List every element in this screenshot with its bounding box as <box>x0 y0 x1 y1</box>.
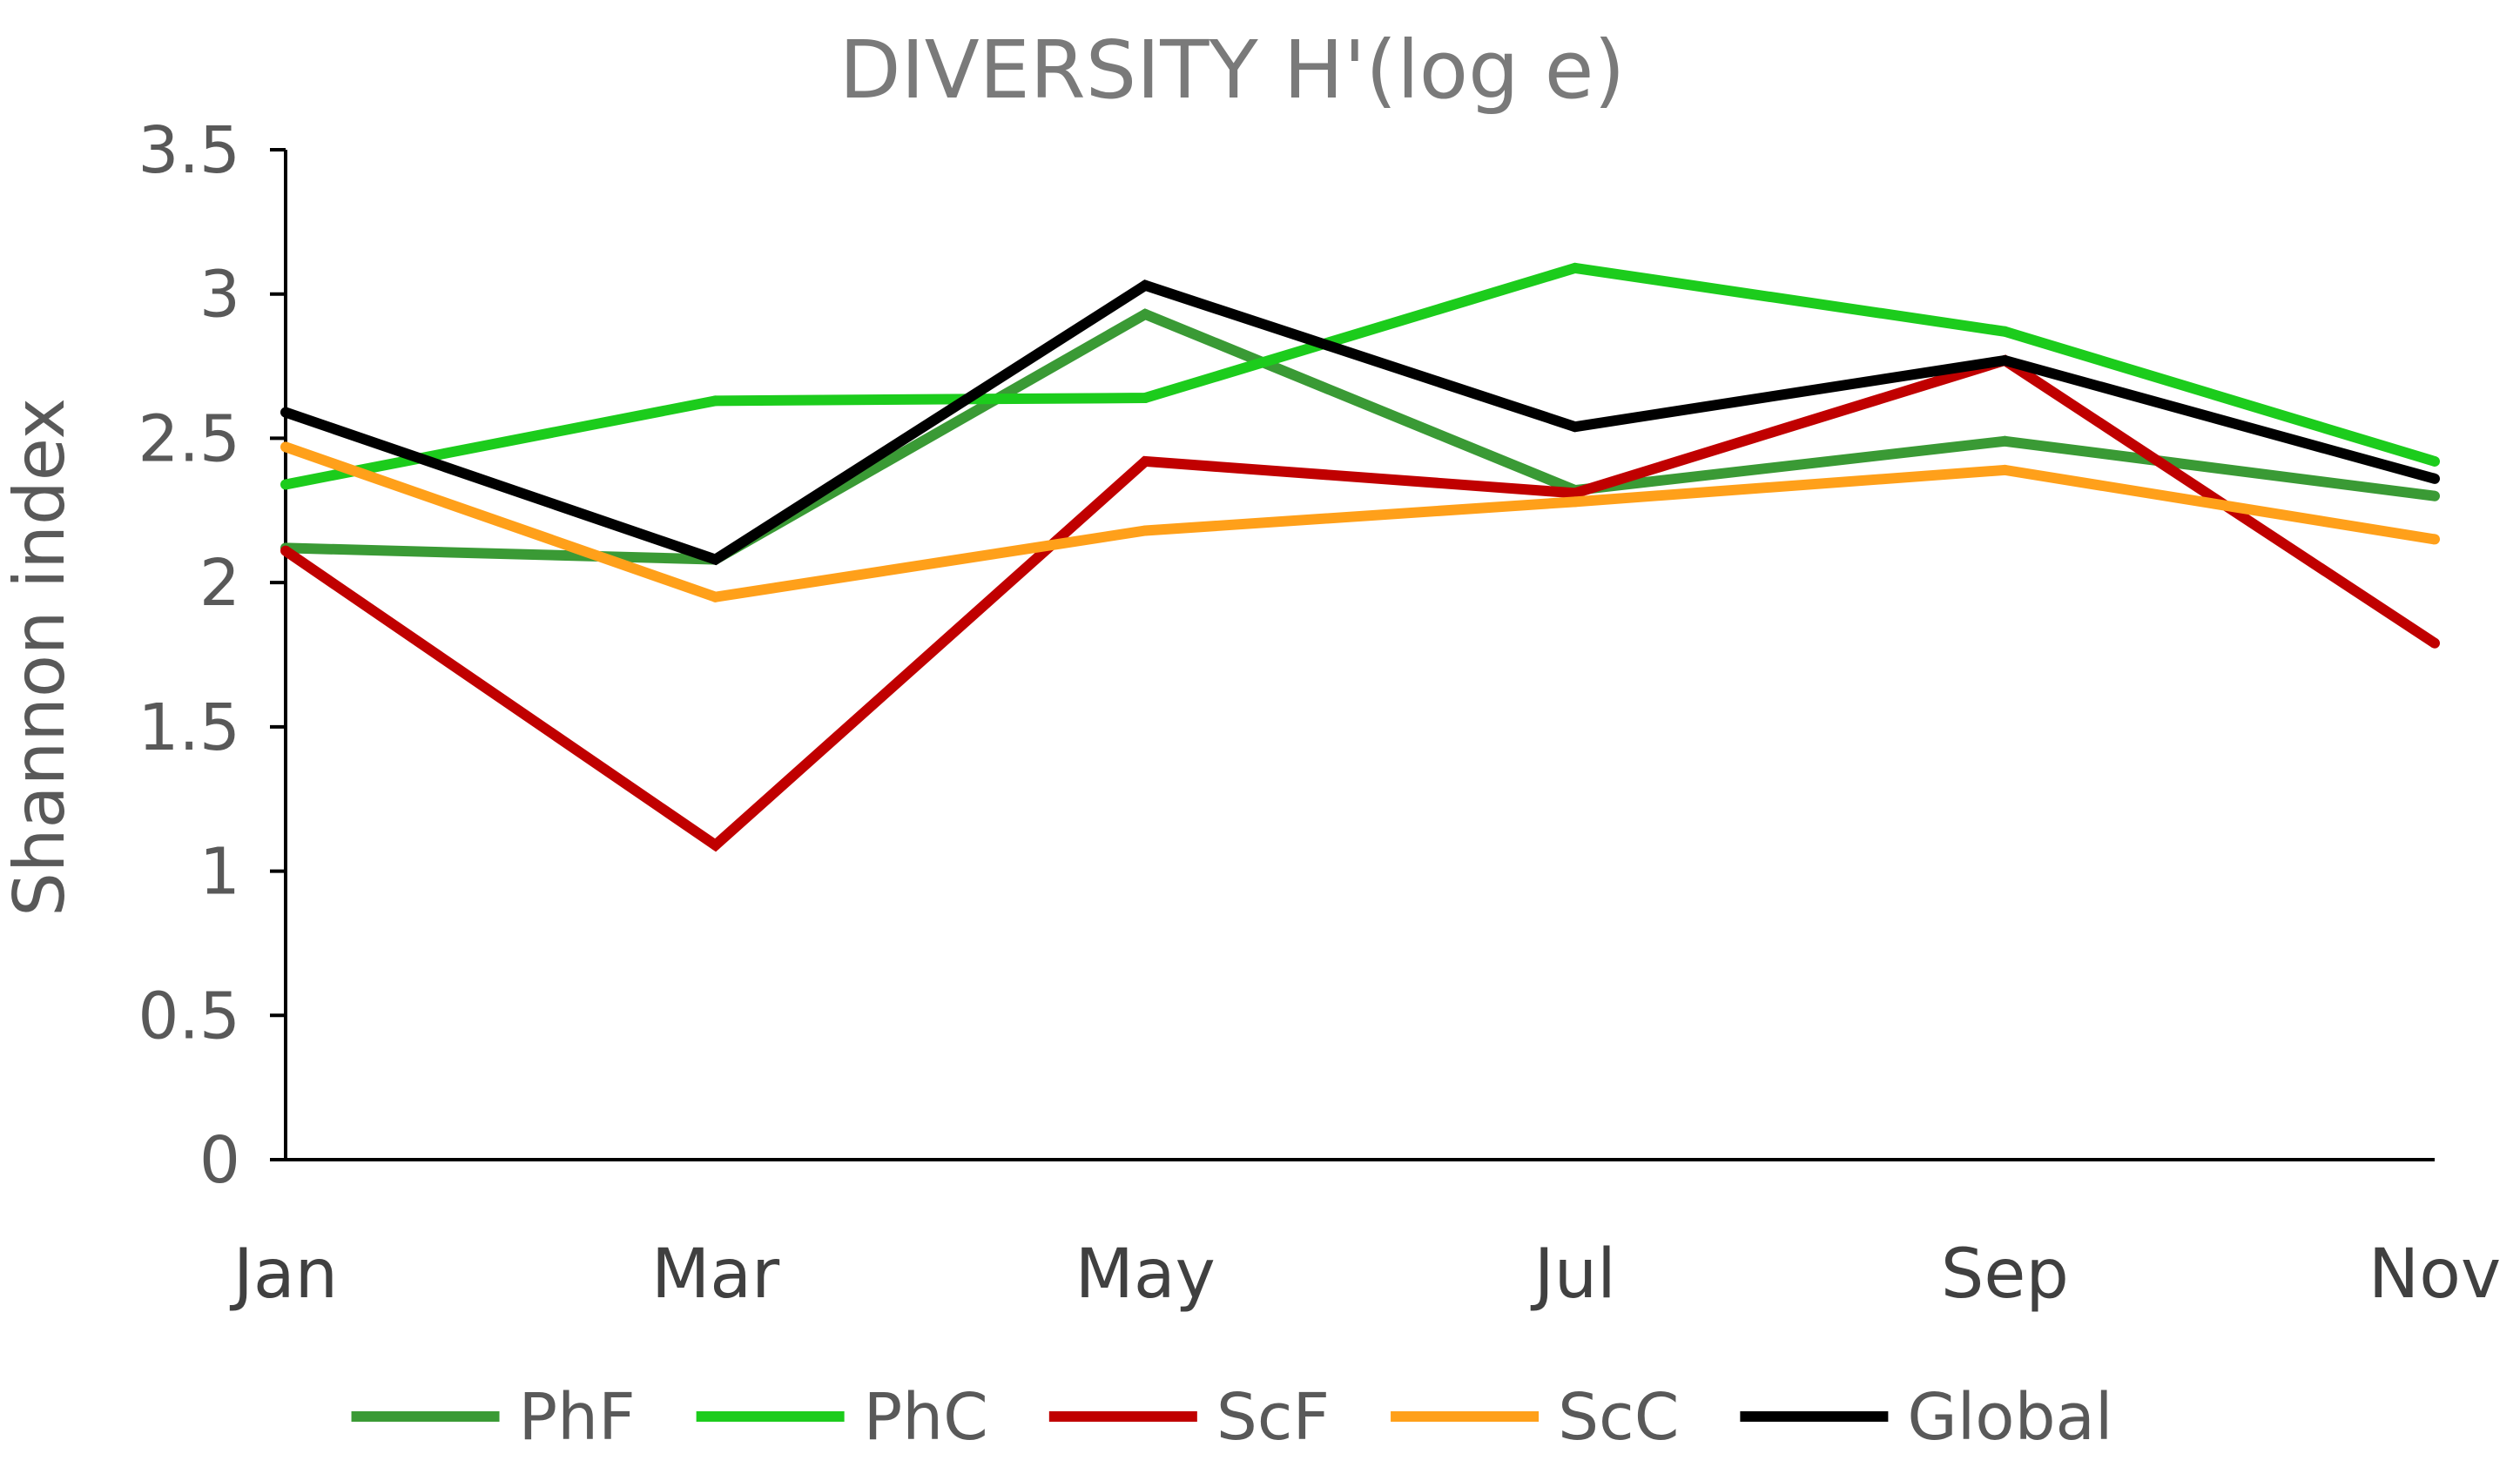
y-tick-label: 2 <box>199 546 240 621</box>
data-point-scf <box>1569 488 1580 499</box>
data-point-phf <box>2429 490 2440 501</box>
y-axis-ticks: 0 0.5 1 1.5 2 2.5 3 3.5 <box>138 113 286 1198</box>
legend-item-scc: ScC <box>1391 1380 1679 1455</box>
y-tick-label: 0.5 <box>138 979 240 1053</box>
x-tick-label: Jan <box>229 1235 338 1314</box>
x-tick-label: Sep <box>1941 1235 2069 1314</box>
data-point-global <box>1999 354 2011 366</box>
data-point-scc <box>2429 534 2440 545</box>
data-point-global <box>2429 473 2440 484</box>
y-tick-label: 2.5 <box>138 401 240 476</box>
data-point-phc <box>2429 455 2440 467</box>
data-point-phc <box>280 479 291 490</box>
legend-label: PhF <box>519 1380 636 1455</box>
y-tick-label: 3 <box>199 258 240 333</box>
legend-item-phc: PhC <box>696 1380 988 1455</box>
data-point-scc <box>1140 525 1151 536</box>
y-tick-label: 0 <box>199 1123 240 1198</box>
data-point-scf <box>280 545 291 556</box>
y-tick-label: 1 <box>199 835 240 910</box>
data-point-phc <box>1999 326 2011 337</box>
data-point-global <box>1140 279 1151 291</box>
legend-item-global: Global <box>1740 1380 2112 1455</box>
data-point-phc <box>1569 262 1580 273</box>
series-line-scf <box>282 354 2438 852</box>
legend-label: ScC <box>1558 1380 1679 1455</box>
y-axis-label: Shannon index <box>0 398 80 917</box>
legend: PhF PhC ScF ScC Global <box>351 1380 2112 1455</box>
legend-label: ScF <box>1216 1380 1330 1455</box>
legend-item-scf: ScF <box>1048 1380 1330 1455</box>
data-point-scc <box>710 591 721 602</box>
data-point-phc <box>1140 393 1151 404</box>
series-line-phf <box>285 308 2436 565</box>
legend-item-phf: PhF <box>351 1380 636 1455</box>
x-tick-label: May <box>1075 1235 1216 1314</box>
data-point-scf <box>1140 455 1151 467</box>
data-point-scc <box>1569 496 1580 508</box>
data-point-global <box>710 554 721 565</box>
data-point-phf <box>1140 308 1151 320</box>
x-tick-label: Mar <box>651 1235 780 1314</box>
data-point-phf <box>1999 435 2011 447</box>
x-axis-ticks: Jan Mar May Jul Sep Nov <box>229 1235 2501 1314</box>
x-tick-label: Jul <box>1530 1235 1616 1314</box>
data-point-scc <box>1999 464 2011 475</box>
series-lines <box>280 262 2440 852</box>
series-line-scc <box>284 441 2436 602</box>
data-point-global <box>280 407 291 418</box>
data-point-scf <box>710 839 721 851</box>
legend-label: PhC <box>864 1380 988 1455</box>
y-tick-label: 3.5 <box>138 113 240 188</box>
data-point-scf <box>2429 637 2440 649</box>
legend-label: Global <box>1907 1380 2112 1455</box>
series-line-phc <box>284 262 2436 490</box>
series-line-global <box>284 279 2436 566</box>
data-point-scc <box>280 441 291 453</box>
x-tick-label: Nov <box>2368 1235 2501 1314</box>
data-point-phc <box>710 395 721 407</box>
chart-title: DIVERSITY H'(log e) <box>839 24 1625 117</box>
data-point-global <box>1569 421 1580 433</box>
y-tick-label: 1.5 <box>138 690 240 765</box>
